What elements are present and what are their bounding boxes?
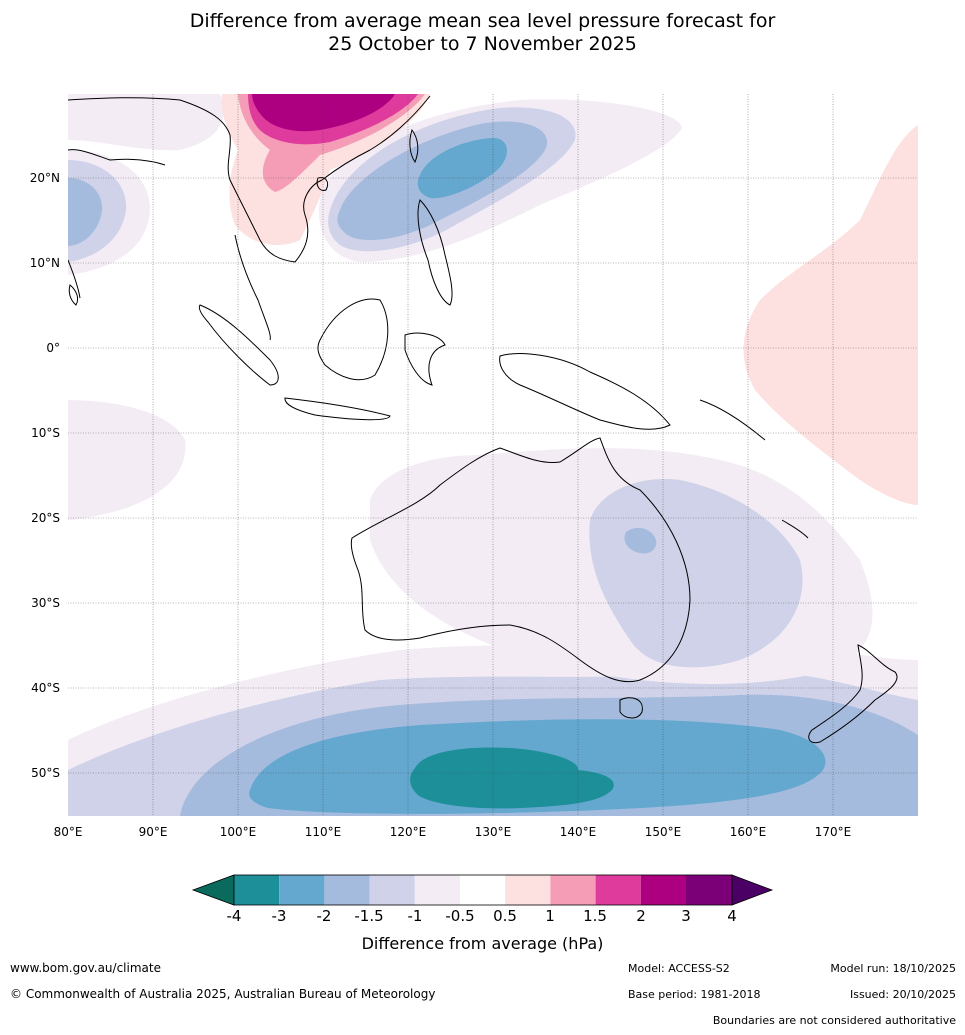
anomaly-indian-minus-0.5 xyxy=(68,400,186,520)
java-outline xyxy=(284,397,391,421)
colorbar-tick-minus-1.5: -1.5 xyxy=(354,907,384,925)
lat-label-40s: 40°S xyxy=(31,681,60,695)
lat-label-10n: 10°N xyxy=(29,256,60,270)
lon-label-100e: 100°E xyxy=(219,825,257,839)
lat-label-0: 0° xyxy=(46,341,60,355)
asia-mainland-outline xyxy=(68,95,431,263)
sulawesi-outline xyxy=(404,332,446,386)
anomaly-band-minus-3 xyxy=(410,747,614,809)
colorbar-swatch-7 xyxy=(505,875,551,905)
colorbar-tick-minus-2: -2 xyxy=(316,907,332,925)
sri-lanka-outline xyxy=(68,284,79,306)
colorbar-swatch-10 xyxy=(640,875,686,905)
borneo-outline xyxy=(317,298,389,381)
anomaly-pacific-plus-0.5 xyxy=(743,125,918,505)
model-name: Model: ACCESS-S2 xyxy=(628,962,730,975)
colorbar-tick-1.5: 1.5 xyxy=(583,907,607,925)
colorbar-extend-low xyxy=(191,874,235,906)
colorbar-title: Difference from average (hPa) xyxy=(361,934,604,953)
colorbar-extend-high xyxy=(731,874,774,906)
anomaly-north-minus-0.5 xyxy=(68,94,224,151)
colorbar-tick-minus-1: -1 xyxy=(407,907,423,925)
new-zealand-outline xyxy=(808,644,898,744)
colorbar-swatch-6 xyxy=(460,875,506,905)
lat-label-10s: 10°S xyxy=(31,426,60,440)
sumatra-outline xyxy=(198,304,279,386)
anomaly-australia-minus-1.5 xyxy=(624,527,657,554)
colorbar-swatch-8 xyxy=(550,875,596,905)
anomaly-west-minus-1.5 xyxy=(68,178,103,246)
colorbar-swatch-9 xyxy=(595,875,641,905)
colorbar-tick-2: 2 xyxy=(636,907,646,925)
lon-label-170e: 170°E xyxy=(814,825,852,839)
colorbar xyxy=(191,874,774,906)
colorbar-tick-4: 4 xyxy=(727,907,737,925)
colorbar-tick-minus-4: -4 xyxy=(226,907,242,925)
lon-label-110e: 110°E xyxy=(304,825,342,839)
anomaly-wpac-minus-2 xyxy=(417,138,508,199)
lon-label-120e: 120°E xyxy=(389,825,427,839)
model-run-date: Model run: 18/10/2025 xyxy=(830,962,956,975)
anomaly-asia-plus-2 xyxy=(252,94,395,132)
solomon-islands-outline xyxy=(699,399,766,441)
malay-peninsula-outline xyxy=(234,234,271,341)
graticule xyxy=(68,94,918,816)
copyright-text: © Commonwealth of Australia 2025, Austra… xyxy=(10,987,436,1001)
chart-title: Difference from average mean sea level p… xyxy=(0,10,965,56)
lon-label-160e: 160°E xyxy=(729,825,767,839)
colorbar-swatch-2 xyxy=(279,875,325,905)
base-period: Base period: 1981-2018 xyxy=(628,988,761,1001)
lat-label-20s: 20°S xyxy=(31,511,60,525)
new-caledonia-outline xyxy=(781,519,809,539)
title-line-2: 25 October to 7 November 2025 xyxy=(328,33,637,55)
colorbar-swatch-4 xyxy=(369,875,415,905)
taiwan-outline xyxy=(409,128,419,164)
boundaries-disclaimer: Boundaries are not considered authoritat… xyxy=(712,1014,956,1027)
colorbar-swatch-3 xyxy=(324,875,370,905)
lat-label-20n: 20°N xyxy=(29,171,60,185)
lon-label-90e: 90°E xyxy=(138,825,168,839)
india-outline xyxy=(68,149,166,299)
anomaly-australia-minus-1 xyxy=(589,479,803,668)
lon-label-150e: 150°E xyxy=(644,825,682,839)
colorbar-tick-minus-0.5: -0.5 xyxy=(445,907,475,925)
lon-label-130e: 130°E xyxy=(474,825,512,839)
lat-label-30s: 30°S xyxy=(31,596,60,610)
lat-label-50s: 50°S xyxy=(31,766,60,780)
lon-label-80e: 80°E xyxy=(53,825,83,839)
website-link[interactable]: www.bom.gov.au/climate xyxy=(10,961,161,975)
colorbar-tick-1: 1 xyxy=(545,907,555,925)
colorbar-swatch-1 xyxy=(234,875,280,905)
coastlines xyxy=(68,95,898,744)
issued-date: Issued: 20/10/2025 xyxy=(849,988,956,1001)
lon-label-140e: 140°E xyxy=(559,825,597,839)
colorbar-tick-0.5: 0.5 xyxy=(493,907,517,925)
tasmania-outline xyxy=(619,697,643,719)
colorbar-tick-3: 3 xyxy=(681,907,691,925)
title-line-1: Difference from average mean sea level p… xyxy=(189,10,776,32)
philippines-outline xyxy=(417,199,453,306)
australia-outline xyxy=(350,437,691,683)
colorbar-swatch-11 xyxy=(686,875,732,905)
colorbar-tick-minus-3: -3 xyxy=(271,907,287,925)
new-guinea-outline xyxy=(499,353,671,430)
colorbar-swatch-5 xyxy=(414,875,460,905)
